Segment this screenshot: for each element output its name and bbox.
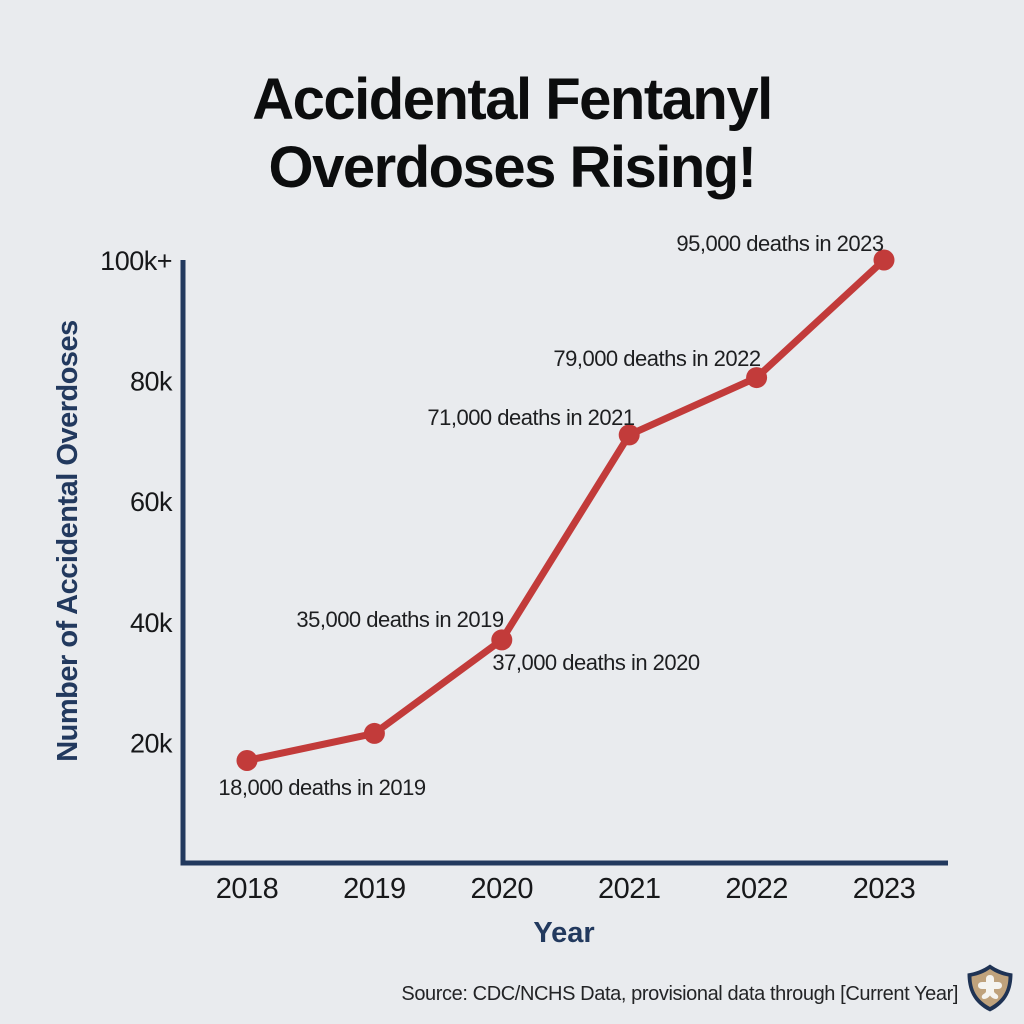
source-text: Source: CDC/NCHS Data, provisional data … bbox=[401, 983, 958, 1005]
y-tick-label: 20k bbox=[130, 728, 173, 758]
shield-medical-cross-icon bbox=[963, 963, 1017, 1013]
data-point bbox=[491, 629, 513, 651]
cross-glyph bbox=[978, 975, 1002, 999]
chart-title-line-1: Accidental Fentanyl bbox=[252, 67, 773, 132]
y-axis-title: Number of Accidental Overdoses bbox=[52, 320, 84, 762]
x-tick-label: 2022 bbox=[725, 873, 788, 905]
y-tick-label: 60k bbox=[130, 487, 173, 517]
data-point bbox=[236, 750, 258, 771]
data-point bbox=[618, 424, 640, 446]
y-tick-label: 40k bbox=[130, 608, 173, 638]
data-point bbox=[363, 722, 385, 744]
data-point bbox=[873, 249, 895, 271]
x-tick-label: 2018 bbox=[216, 873, 279, 905]
data-annotation: 35,000 deaths in 2019 bbox=[296, 607, 504, 632]
x-axis-title: Year bbox=[533, 917, 594, 949]
axes bbox=[180, 260, 948, 866]
y-tick-label: 80k bbox=[130, 367, 173, 397]
chart-title: Accidental Fentanyl Overdoses Rising! bbox=[0, 66, 1024, 202]
x-tick-label: 2020 bbox=[471, 873, 534, 905]
data-point bbox=[746, 367, 768, 389]
data-annotation: 79,000 deaths in 2022 bbox=[553, 346, 761, 371]
y-tick-label: 100k+ bbox=[100, 246, 172, 276]
x-tick-label: 2021 bbox=[598, 873, 661, 905]
data-annotation: 95,000 deaths in 2023 bbox=[676, 231, 884, 256]
shield-logo-svg bbox=[967, 964, 1013, 1012]
x-tick-label: 2023 bbox=[853, 873, 916, 905]
data-annotation: 18,000 deaths in 2019 bbox=[218, 775, 426, 800]
x-tick-label: 2019 bbox=[343, 873, 406, 905]
data-annotation: 37,000 deaths in 2020 bbox=[492, 650, 700, 675]
chart-title-line-2: Overdoses Rising! bbox=[268, 135, 757, 200]
trend-line bbox=[243, 256, 888, 764]
data-annotation: 71,000 deaths in 2021 bbox=[427, 405, 635, 430]
